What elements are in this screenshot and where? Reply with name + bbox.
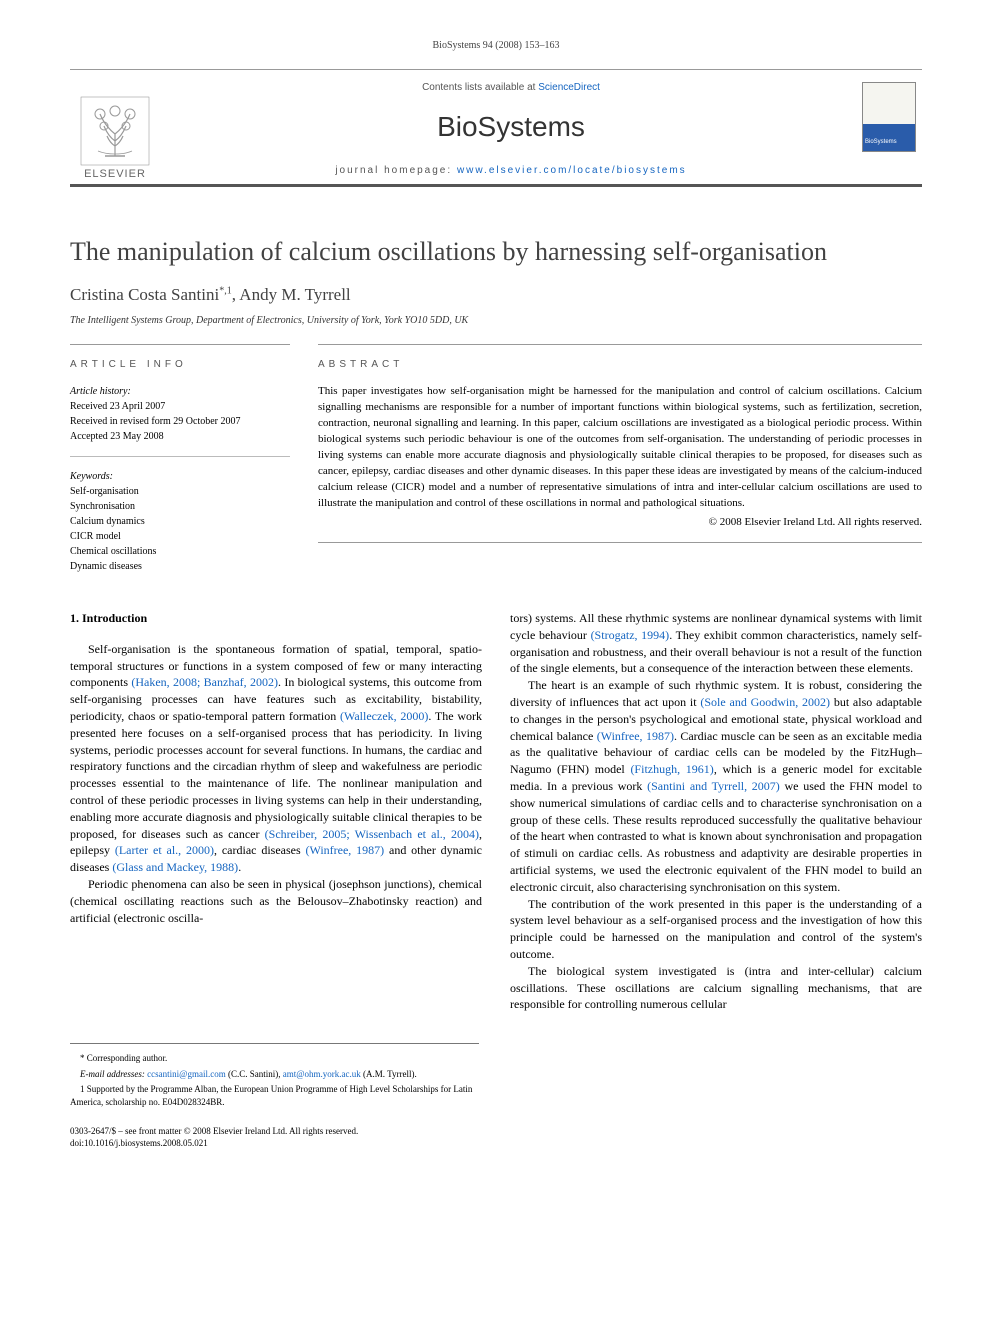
citation-link[interactable]: (Haken, 2008; Banzhaf, 2002) (131, 675, 278, 689)
body-paragraph: The heart is an example of such rhythmic… (510, 677, 922, 895)
article-title: The manipulation of calcium oscillations… (70, 237, 922, 267)
info-abstract-row: article info Article history: Received 2… (70, 344, 922, 574)
email-name: (A.M. Tyrrell). (361, 1069, 417, 1079)
keywords-label: Keywords: (70, 469, 290, 484)
citation-link[interactable]: (Larter et al., 2000) (115, 843, 214, 857)
section-heading-1: 1. Introduction (70, 610, 482, 627)
abstract-divider (318, 542, 922, 543)
body-text: , cardiac diseases (214, 843, 305, 857)
masthead: ELSEVIER Contents lists available at Sci… (70, 69, 922, 187)
citation-link[interactable]: (Walleczek, 2000) (340, 709, 428, 723)
body-paragraph: tors) systems. All these rhythmic system… (510, 610, 922, 677)
citation-link[interactable]: (Winfree, 1987) (305, 843, 384, 857)
citation-link[interactable]: (Fitzhugh, 1961) (630, 762, 713, 776)
body-paragraph: Self-organisation is the spontaneous for… (70, 641, 482, 876)
citation-link[interactable]: (Schreiber, 2005; Wissenbach et al., 200… (265, 827, 479, 841)
cover-label: BioSystems (865, 139, 897, 145)
citation-link[interactable]: (Winfree, 1987) (597, 729, 674, 743)
citation-link[interactable]: (Santini and Tyrrell, 2007) (647, 779, 780, 793)
journal-name: BioSystems (160, 111, 862, 143)
cover-thumbnail: BioSystems (862, 82, 916, 152)
abstract-label: abstract (318, 359, 922, 370)
history-accepted: Accepted 23 May 2008 (70, 429, 290, 444)
body-text: . (238, 860, 241, 874)
abstract-copyright: © 2008 Elsevier Ireland Ltd. All rights … (318, 516, 922, 528)
corresponding-author-note: * Corresponding author. (70, 1052, 479, 1065)
citation-link[interactable]: (Glass and Mackey, 1988) (112, 860, 238, 874)
funding-note: 1 Supported by the Programme Alban, the … (70, 1083, 479, 1108)
body-column-left: 1. Introduction Self-organisation is the… (70, 610, 482, 1013)
email-label: E-mail addresses: (80, 1069, 147, 1079)
journal-cover: BioSystems (862, 78, 922, 184)
keyword: CICR model (70, 529, 290, 544)
email-link[interactable]: ccsantini@gmail.com (147, 1069, 226, 1079)
body-columns: 1. Introduction Self-organisation is the… (70, 610, 922, 1013)
email-addresses: E-mail addresses: ccsantini@gmail.com (C… (70, 1068, 479, 1081)
homepage-line: journal homepage: www.elsevier.com/locat… (160, 165, 862, 184)
body-paragraph: The biological system investigated is (i… (510, 963, 922, 1013)
elsevier-logo: ELSEVIER (70, 78, 160, 184)
author-1: Cristina Costa Santini (70, 285, 219, 304)
body-paragraph: The contribution of the work presented i… (510, 896, 922, 963)
homepage-prefix: journal homepage: (335, 165, 457, 176)
author-2: Andy M. Tyrrell (239, 285, 350, 304)
email-link[interactable]: amt@ohm.york.ac.uk (283, 1069, 361, 1079)
history-received: Received 23 April 2007 (70, 399, 290, 414)
keyword: Chemical oscillations (70, 544, 290, 559)
affiliation: The Intelligent Systems Group, Departmen… (70, 315, 922, 326)
footer-doi: doi:10.1016/j.biosystems.2008.05.021 (70, 1137, 922, 1150)
keyword: Calcium dynamics (70, 514, 290, 529)
publisher-name: ELSEVIER (84, 168, 146, 180)
body-text: . The work presented here focuses on a s… (70, 709, 482, 841)
masthead-center: Contents lists available at ScienceDirec… (160, 78, 862, 184)
author-1-marks: *,1 (219, 285, 232, 296)
history-block: Article history: Received 23 April 2007 … (70, 384, 290, 444)
body-paragraph: Periodic phenomena can also be seen in p… (70, 876, 482, 926)
abstract-text: This paper investigates how self-organis… (318, 384, 922, 512)
footer-issn: 0303-2647/$ – see front matter © 2008 El… (70, 1125, 922, 1138)
abstract-column: abstract This paper investigates how sel… (318, 344, 922, 574)
info-divider (70, 456, 290, 457)
keywords-block: Keywords: Self-organisation Synchronisat… (70, 469, 290, 574)
elsevier-tree-icon (80, 96, 150, 166)
citation-link[interactable]: (Sole and Goodwin, 2002) (700, 695, 830, 709)
history-label: Article history: (70, 384, 290, 399)
footnotes: * Corresponding author. E-mail addresses… (70, 1043, 479, 1108)
header-citation: BioSystems 94 (2008) 153–163 (70, 40, 922, 51)
footer: 0303-2647/$ – see front matter © 2008 El… (70, 1125, 922, 1150)
body-text: we used the FHN model to show numerical … (510, 779, 922, 894)
body-column-right: tors) systems. All these rhythmic system… (510, 610, 922, 1013)
contents-line: Contents lists available at ScienceDirec… (160, 82, 862, 93)
homepage-link[interactable]: www.elsevier.com/locate/biosystems (457, 165, 687, 176)
sciencedirect-link[interactable]: ScienceDirect (538, 82, 600, 93)
keyword: Self-organisation (70, 484, 290, 499)
keyword: Synchronisation (70, 499, 290, 514)
contents-prefix: Contents lists available at (422, 82, 538, 93)
article-info-column: article info Article history: Received 2… (70, 344, 290, 574)
info-label: article info (70, 359, 290, 370)
keyword: Dynamic diseases (70, 559, 290, 574)
citation-link[interactable]: (Strogatz, 1994) (591, 628, 670, 642)
email-name: (C.C. Santini), (226, 1069, 283, 1079)
history-revised: Received in revised form 29 October 2007 (70, 414, 290, 429)
authors: Cristina Costa Santini*,1, Andy M. Tyrre… (70, 285, 922, 305)
